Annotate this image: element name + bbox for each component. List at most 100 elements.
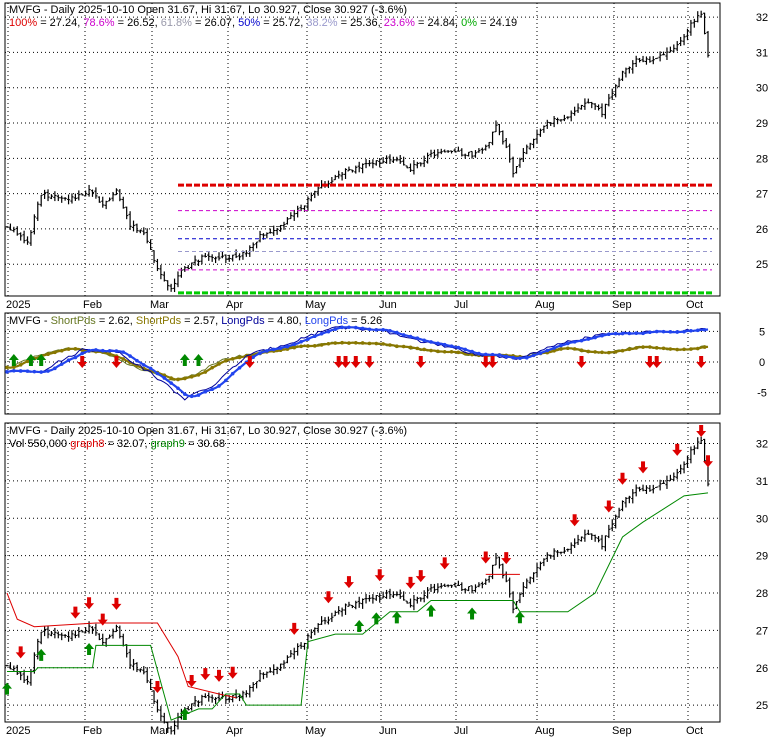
long-pds-line-2-dot bbox=[299, 339, 303, 344]
long-pds-line-2-dot bbox=[620, 331, 625, 336]
y-tick-3-0: 25 bbox=[756, 700, 768, 712]
fib-legend-value: = 27.24, bbox=[37, 17, 83, 29]
y-tick-3-6: 31 bbox=[756, 476, 768, 488]
short-pds-line-2-dot bbox=[340, 340, 344, 345]
long-pds-line-2-dot bbox=[306, 337, 310, 341]
short-pds-line-2-dot bbox=[586, 349, 591, 354]
short-pds-line-2-dot bbox=[347, 341, 351, 345]
long-pds-line-2-dot bbox=[477, 351, 481, 356]
long-pds-line-2-dot bbox=[32, 369, 37, 374]
long-pds-line-2-dot bbox=[326, 329, 331, 334]
panel-3-legend-name: Vol 550,000 bbox=[9, 438, 67, 450]
oscillator-legend-value: = 5.26 bbox=[348, 315, 382, 327]
long-pds-line-2-dot bbox=[87, 348, 91, 353]
x-tick-1-6: Jul bbox=[454, 299, 468, 311]
oscillator-legend: MVFG - ShortPds = 2.62, ShortPds = 2.57,… bbox=[9, 315, 382, 327]
sell-arrow bbox=[672, 443, 683, 456]
sell-arrow bbox=[289, 622, 300, 635]
long-pds-line-2-dot bbox=[278, 346, 283, 350]
short-pds-line-2-dot bbox=[654, 346, 659, 350]
y-tick-3-2: 27 bbox=[756, 625, 768, 637]
long-pds-line-2-dot bbox=[46, 369, 50, 373]
x-tick-3-7: Aug bbox=[535, 725, 555, 737]
long-pds-line-2-dot bbox=[552, 346, 556, 350]
panel-1-frame bbox=[4, 2, 721, 297]
short-pds-line-2-dot bbox=[415, 346, 420, 351]
long-pds-line-2-dot bbox=[5, 370, 9, 374]
buy-arrow bbox=[84, 642, 95, 655]
short-pds-line-2-dot bbox=[5, 365, 9, 370]
fib-legend-label: 100% bbox=[9, 17, 37, 29]
buy-arrow bbox=[467, 607, 478, 620]
short-pds-line-2-dot bbox=[572, 347, 577, 351]
sell-arrow bbox=[152, 681, 163, 694]
long-pds-line-2-dot bbox=[422, 338, 426, 343]
fib-legend-value: = 24.84, bbox=[415, 17, 461, 29]
sell-arrow bbox=[696, 356, 707, 368]
long-pds-line-2-dot bbox=[196, 393, 201, 397]
short-pds-line-2-dot bbox=[436, 349, 440, 354]
short-pds-line-2-dot bbox=[353, 340, 358, 345]
oscillator-legend-series: ShortPds bbox=[51, 315, 97, 327]
short-pds-line-2-dot bbox=[299, 344, 303, 349]
y-tick-1-0: 25 bbox=[756, 259, 768, 271]
y-tick-3-1: 26 bbox=[756, 663, 768, 675]
sell-arrow bbox=[439, 557, 450, 570]
sell-arrow bbox=[617, 472, 628, 485]
long-pds-line-2-dot bbox=[114, 349, 119, 353]
long-pds-line-2-dot bbox=[59, 362, 64, 366]
long-pds-line-2-dot bbox=[627, 331, 632, 336]
long-pds-line-2-dot bbox=[12, 368, 16, 373]
oscillator-legend-value: = 4.80, bbox=[265, 315, 305, 327]
long-pds-line-2-dot bbox=[237, 366, 242, 370]
ohlc-series-1 bbox=[5, 10, 710, 293]
sell-arrow bbox=[111, 597, 122, 610]
short-pds-line-2-dot bbox=[449, 350, 454, 354]
short-pds-line-2-dot bbox=[566, 346, 570, 351]
long-pds-line-2-dot bbox=[531, 353, 536, 358]
sell-arrow bbox=[97, 613, 108, 626]
buy-arrow bbox=[36, 354, 47, 366]
sell-arrow bbox=[340, 356, 351, 368]
y-tick-2-1: 0 bbox=[759, 357, 765, 369]
short-pds-line-2-dot bbox=[306, 344, 310, 348]
long-pds-line-2-dot bbox=[579, 338, 584, 343]
short-pds-line-2-dot bbox=[121, 357, 126, 361]
short-pds-line-2-dot bbox=[381, 342, 385, 346]
oscillator-legend-series: ShortPds bbox=[136, 315, 182, 327]
sell-arrow bbox=[703, 455, 713, 468]
short-pds-line-2-dot bbox=[456, 350, 461, 355]
short-pds-line-2-dot bbox=[224, 358, 228, 363]
y-tick-1-1: 26 bbox=[756, 224, 768, 236]
long-pds-line-2-dot bbox=[395, 330, 399, 335]
short-pds-line-2-dot bbox=[66, 347, 71, 351]
panel-3-legend-value: = 32.07, bbox=[104, 438, 150, 450]
short-pds-line-2-dot bbox=[367, 341, 372, 346]
x-tick-3-3: Apr bbox=[226, 725, 243, 737]
sell-arrow bbox=[227, 666, 238, 679]
long-pds-line-2-dot bbox=[538, 351, 543, 355]
sell-arrow bbox=[644, 356, 655, 368]
y-tick-3-7: 32 bbox=[756, 439, 768, 451]
long-pds-line-2-dot bbox=[189, 394, 194, 399]
fib-legend-label: 0% bbox=[461, 17, 477, 29]
long-pds-line-2-dot bbox=[353, 325, 358, 330]
long-pds-line-2-dot bbox=[155, 371, 160, 376]
buy-arrow bbox=[2, 682, 12, 695]
x-tick-1-9: Oct bbox=[686, 299, 703, 311]
x-tick-1-7: Aug bbox=[535, 299, 555, 311]
long-pds-line-2-dot bbox=[429, 340, 433, 344]
fib-legend-label: 50% bbox=[238, 17, 260, 29]
panel-1-title: MVFG - Daily 2025-10-10 Open 31.67, Hi 3… bbox=[9, 4, 407, 16]
long-pds-line-2-dot bbox=[312, 334, 317, 339]
short-pds-line-2-dot bbox=[237, 355, 242, 360]
x-tick-3-4: May bbox=[305, 725, 326, 737]
panel-3-legend-value: = 30.68 bbox=[185, 438, 225, 450]
short-pds-line-2-dot bbox=[613, 350, 618, 354]
x-tick-3-5: Jun bbox=[379, 725, 397, 737]
long-pds-line-2-dot bbox=[401, 333, 406, 337]
sell-arrow bbox=[374, 569, 385, 582]
oscillator-signals bbox=[8, 354, 707, 368]
ohlc-series-3 bbox=[5, 436, 710, 735]
